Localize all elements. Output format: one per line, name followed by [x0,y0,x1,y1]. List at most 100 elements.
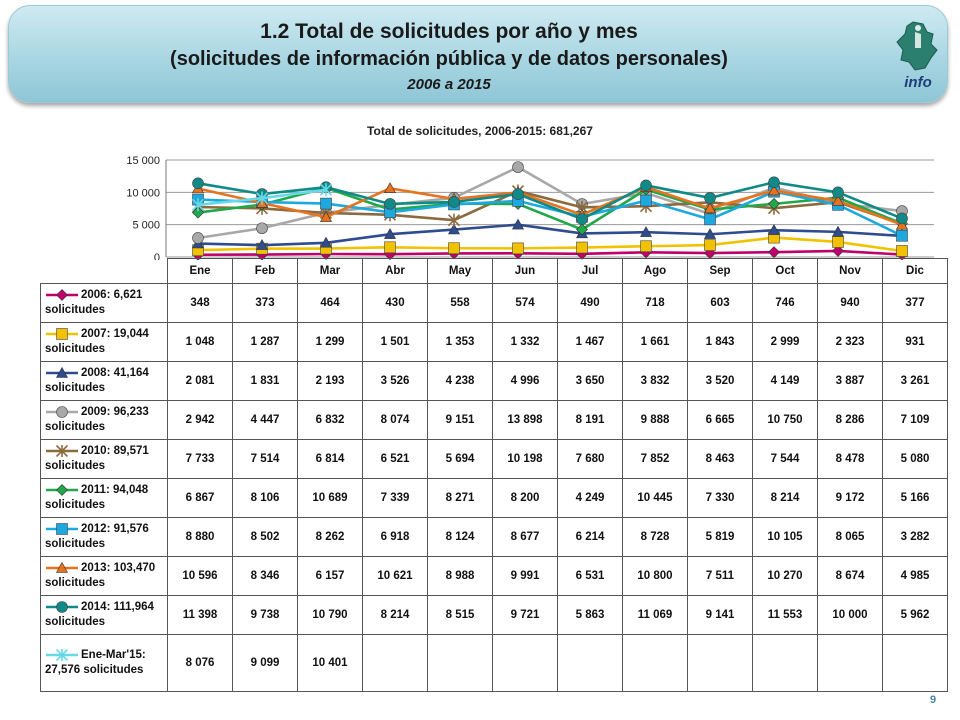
data-label: 8 502 [232,517,298,557]
data-label: 1 332 [492,322,558,362]
data-label: 490 [557,283,623,323]
data-point [384,241,396,254]
legend-marker-icon [46,444,78,457]
data-point [56,523,68,535]
table-row: Ene-Mar'15: 27,576 solicitudes 8 076 9 099… [40,634,948,692]
data-point [512,161,524,173]
data-point [192,232,204,244]
data-point [319,236,333,248]
data-point [703,202,717,214]
data-label: 8 728 [622,517,688,557]
data-label: 11 553 [752,595,818,635]
data-label: 8 106 [232,478,298,518]
data-label: 10 689 [297,478,363,518]
data-label: 8 674 [817,556,883,596]
title-banner: 1.2 Total de solicitudes por año y mes (… [8,5,948,103]
data-point [383,228,397,239]
data-label: 10 800 [622,556,688,596]
data-label: 10 198 [492,439,558,479]
legend-marker-icon [46,366,78,378]
data-point [55,366,69,378]
series-name: 2008: 41,164 solicitudes [45,367,149,394]
data-label: 1 048 [167,322,233,362]
data-label: 1 467 [557,322,623,362]
data-point [320,197,332,210]
legend-entry: 2006: 6,621 solicitudes [40,283,168,323]
data-label: 1 831 [232,361,298,401]
data-label: 3 650 [557,361,623,401]
data-label: 4 447 [232,400,298,440]
data-point [768,197,780,210]
data-label: 3 282 [882,517,948,557]
data-point [640,194,652,207]
series-line [197,185,903,226]
legend-marker-icon [46,406,78,418]
data-label: 9 151 [427,400,493,440]
legend-marker-icon [46,648,78,661]
legend-entry: 2012: 91,576 solicitudes [40,517,168,557]
data-point [640,179,652,192]
data-label: 4 238 [427,361,493,401]
data-point [448,242,460,255]
data-label: 9 172 [817,478,883,518]
data-label: 8 677 [492,517,558,557]
data-point [831,194,845,206]
data-point [56,328,68,340]
x-tick-label: Jun [492,258,558,284]
series-name: 2014: 111,964 solicitudes [45,601,154,628]
data-label: 6 157 [297,556,363,596]
x-tick-label: Jul [557,258,623,284]
data-point [703,228,717,239]
legend-entry: 2014: 111,964 solicitudes [40,595,168,635]
series-line [197,190,903,237]
data-label: 8 191 [557,400,623,440]
data-label: 10 270 [752,556,818,596]
data-label: 3 526 [362,361,428,401]
table-row: 2010: 89,571 solicitudes 7 733 7 514 6 814 6… [40,439,948,479]
data-label: 10 401 [297,634,363,692]
x-tick-label: May [427,258,493,284]
data-label: 377 [882,283,948,323]
data-label: 1 501 [362,322,428,362]
data-point [512,188,524,200]
legend-entry: 2007: 19,044 solicitudes [40,322,168,362]
infodf-logo: info [887,18,949,100]
data-point [255,239,269,250]
y-tick-label: 0 [154,252,160,260]
data-label: 8 286 [817,400,883,440]
data-label: 10 105 [752,517,818,557]
data-label: 574 [492,283,558,323]
data-point [319,211,333,222]
data-label [427,634,493,692]
data-label: 5 166 [882,478,948,518]
data-label: 2 081 [167,361,233,401]
data-label: 931 [882,322,948,362]
data-label [557,634,623,692]
x-tick-label: Dic [882,258,948,284]
y-tick-label: 5 000 [132,220,160,232]
legend-marker-icon [46,523,78,535]
data-label: 8 515 [427,595,493,635]
data-label: 7 733 [167,439,233,479]
legend-marker-icon [46,289,78,301]
page-number: 9 [930,694,937,706]
data-label: 8 074 [362,400,428,440]
table-row: 2014: 111,964 solicitudes 11 398 9 738 10 7… [40,595,948,635]
series-name: 2012: 91,576 solicitudes [45,523,149,550]
data-point [896,212,908,225]
data-label: 10 790 [297,595,363,635]
data-label [817,634,883,692]
table-row: 2006: 6,621 solicitudes 348 373 464 430 558 57… [40,283,948,323]
data-label: 2 193 [297,361,363,401]
logo-map-icon [896,21,938,71]
legend-entry: Ene-Mar'15: 27,576 solicitudes [40,634,168,692]
x-tick-label: Abr [362,258,428,284]
x-tick-label: Ene [167,258,233,284]
data-point [512,242,524,255]
line-chart: 0 5 000 10 000 15 000 [126,155,934,260]
table-row: 2007: 19,044 solicitudes 1 048 1 287 1 299 1… [40,322,948,362]
data-label: 8 065 [817,517,883,557]
data-label: 3 520 [687,361,753,401]
data-point [55,648,69,661]
series-line [197,236,903,253]
